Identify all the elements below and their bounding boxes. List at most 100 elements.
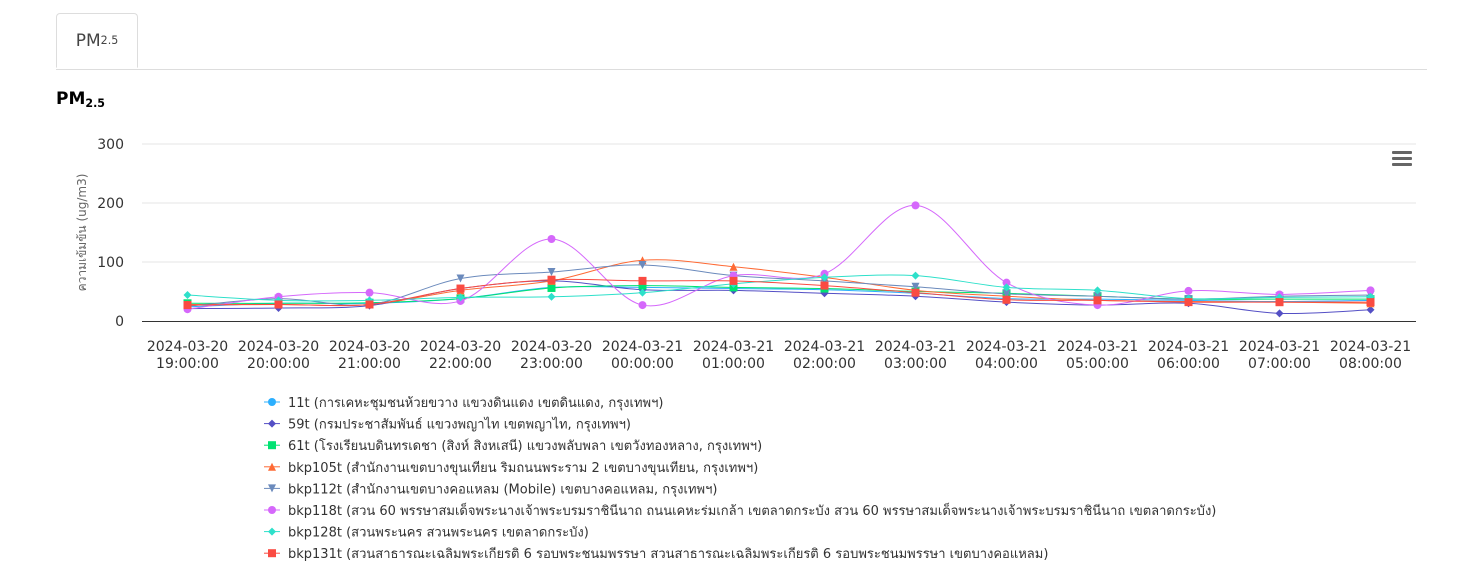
data-point <box>638 301 647 310</box>
y-tick-label: 100 <box>97 255 124 271</box>
x-tick-label-line: 20:00:00 <box>247 356 310 372</box>
data-point <box>1002 283 1011 292</box>
legend-item[interactable]: bkp105t (สำนักงานเขตบางขุนเทียน ริมถนนพร… <box>264 460 758 476</box>
legend-item[interactable]: 61t (โรงเรียนบดินทรเดชา (สิงห์ สิงหเสนี)… <box>264 438 762 454</box>
x-tick-label-line: 2024-03-21 <box>1330 339 1411 355</box>
x-tick-label-line: 23:00:00 <box>520 356 583 372</box>
x-tick-label-line: 2024-03-20 <box>329 339 410 355</box>
data-point <box>911 271 920 280</box>
data-point <box>456 293 465 302</box>
data-point <box>1366 305 1375 314</box>
x-tick-label-line: 04:00:00 <box>975 356 1038 372</box>
y-axis-title: ความเข้มข้น (ug/m3) <box>75 174 89 292</box>
data-point <box>1275 309 1284 318</box>
x-tick-label-line: 07:00:00 <box>1248 356 1311 372</box>
data-point <box>1184 298 1193 307</box>
legend-item[interactable]: bkp131t (สวนสาธารณะเฉลิมพระเกียรติ 6 รอบ… <box>264 546 1048 562</box>
series-line <box>187 280 1371 315</box>
x-tick-label-line: 2024-03-21 <box>784 339 865 355</box>
x-tick-label-line: 08:00:00 <box>1339 356 1402 372</box>
x-tick-label: 2024-03-21 08:00:00 <box>1330 339 1411 372</box>
legend-item[interactable]: bkp128t (สวนพระนคร สวนพระนคร เขตลาดกระบั… <box>264 526 589 541</box>
y-tick-label: 0 <box>115 314 124 330</box>
menu-icon-bar <box>1392 151 1412 154</box>
chart-menu-button[interactable] <box>1388 148 1416 172</box>
series-line <box>187 274 1371 302</box>
data-point <box>547 292 556 301</box>
x-tick-label-line: 2024-03-20 <box>420 339 501 355</box>
data-point <box>183 291 192 300</box>
legend-marker <box>268 549 276 558</box>
data-point <box>1093 292 1102 301</box>
legend-marker <box>268 527 276 536</box>
x-tick-label-line: 21:00:00 <box>338 356 401 372</box>
x-tick-label-line: 2024-03-21 <box>1148 339 1229 355</box>
x-tick-label-line: 03:00:00 <box>884 356 947 372</box>
data-point <box>820 273 829 282</box>
x-tick-label: 2024-03-21 04:00:00 <box>966 339 1047 372</box>
x-tick-label: 2024-03-21 06:00:00 <box>1148 339 1229 372</box>
x-tick-label-line: 01:00:00 <box>702 356 765 372</box>
data-point <box>638 281 647 290</box>
legend-item[interactable]: 11t (การเคหะชุมชนห้วยขวาง แขวงดินแดง เขต… <box>264 396 663 411</box>
series-line <box>187 204 1371 310</box>
data-point <box>547 234 556 243</box>
x-tick-label: 2024-03-21 01:00:00 <box>693 339 774 372</box>
tab-pm25-subscript: 2.5 <box>100 34 119 47</box>
y-tick-label: 300 <box>97 137 124 153</box>
data-point <box>729 262 738 271</box>
x-tick-label: 2024-03-20 23:00:00 <box>511 339 592 372</box>
x-tick-label-line: 2024-03-21 <box>1239 339 1320 355</box>
x-tick-label-line: 2024-03-20 <box>238 339 319 355</box>
data-point <box>547 275 556 284</box>
tab-bar: PM 2.5 <box>56 13 1427 70</box>
menu-icon-bar <box>1392 157 1412 160</box>
legend-marker <box>268 441 276 450</box>
x-tick-label-line: 22:00:00 <box>429 356 492 372</box>
data-point <box>1002 289 1011 298</box>
x-tick-label-line: 05:00:00 <box>1066 356 1129 372</box>
legend-marker <box>268 419 276 428</box>
legend-marker <box>268 462 276 471</box>
data-point <box>1093 296 1102 305</box>
data-point <box>1002 278 1011 287</box>
x-tick-label: 2024-03-21 00:00:00 <box>602 339 683 372</box>
x-tick-label-line: 2024-03-21 <box>1057 339 1138 355</box>
legend-item[interactable]: bkp112t (สำนักงานเขตบางคอแหลม (Mobile) เ… <box>264 482 717 497</box>
x-tick-label-line: 2024-03-21 <box>602 339 683 355</box>
legend-item[interactable]: bkp118t (สวน 60 พรรษาสมเด็จพระนางเจ้าพระ… <box>264 501 1216 519</box>
x-tick-label: 2024-03-20 22:00:00 <box>420 339 501 372</box>
series-line <box>187 278 1371 307</box>
data-point <box>911 282 920 291</box>
legend-label: 59t (กรมประชาสัมพันธ์ แขวงพญาไท เขตพญาไท… <box>288 417 631 433</box>
tab-pm25[interactable]: PM 2.5 <box>56 13 138 68</box>
data-point <box>1366 286 1375 295</box>
data-point <box>365 300 374 309</box>
legend-label: bkp112t (สำนักงานเขตบางคอแหลม (Mobile) เ… <box>288 482 717 497</box>
chart-title: PM2.5 <box>56 89 105 110</box>
x-tick-label-line: 00:00:00 <box>611 356 674 372</box>
data-point <box>1093 286 1102 295</box>
series-8 <box>183 275 1375 310</box>
data-point <box>911 201 920 210</box>
menu-icon-bar <box>1392 163 1412 166</box>
data-point <box>1184 286 1193 295</box>
data-point <box>638 276 647 285</box>
data-point <box>1002 295 1011 304</box>
x-tick-label-line: 06:00:00 <box>1157 356 1220 372</box>
legend-marker <box>268 484 276 493</box>
legend-marker <box>268 398 276 406</box>
x-tick-label: 2024-03-20 20:00:00 <box>238 339 319 372</box>
x-tick-label: 2024-03-20 21:00:00 <box>329 339 410 372</box>
legend-item[interactable]: 59t (กรมประชาสัมพันธ์ แขวงพญาไท เขตพญาไท… <box>264 417 631 433</box>
data-point <box>1366 298 1375 307</box>
chart-title-subscript: 2.5 <box>85 97 105 110</box>
x-tick-label: 2024-03-21 07:00:00 <box>1239 339 1320 372</box>
x-tick-label-line: 2024-03-21 <box>875 339 956 355</box>
x-tick-label-line: 02:00:00 <box>793 356 856 372</box>
data-point <box>183 301 192 310</box>
x-tick-label-line: 19:00:00 <box>156 356 219 372</box>
legend-label: bkp128t (สวนพระนคร สวนพระนคร เขตลาดกระบั… <box>288 526 589 541</box>
legend-label: bkp118t (สวน 60 พรรษาสมเด็จพระนางเจ้าพระ… <box>288 501 1216 519</box>
